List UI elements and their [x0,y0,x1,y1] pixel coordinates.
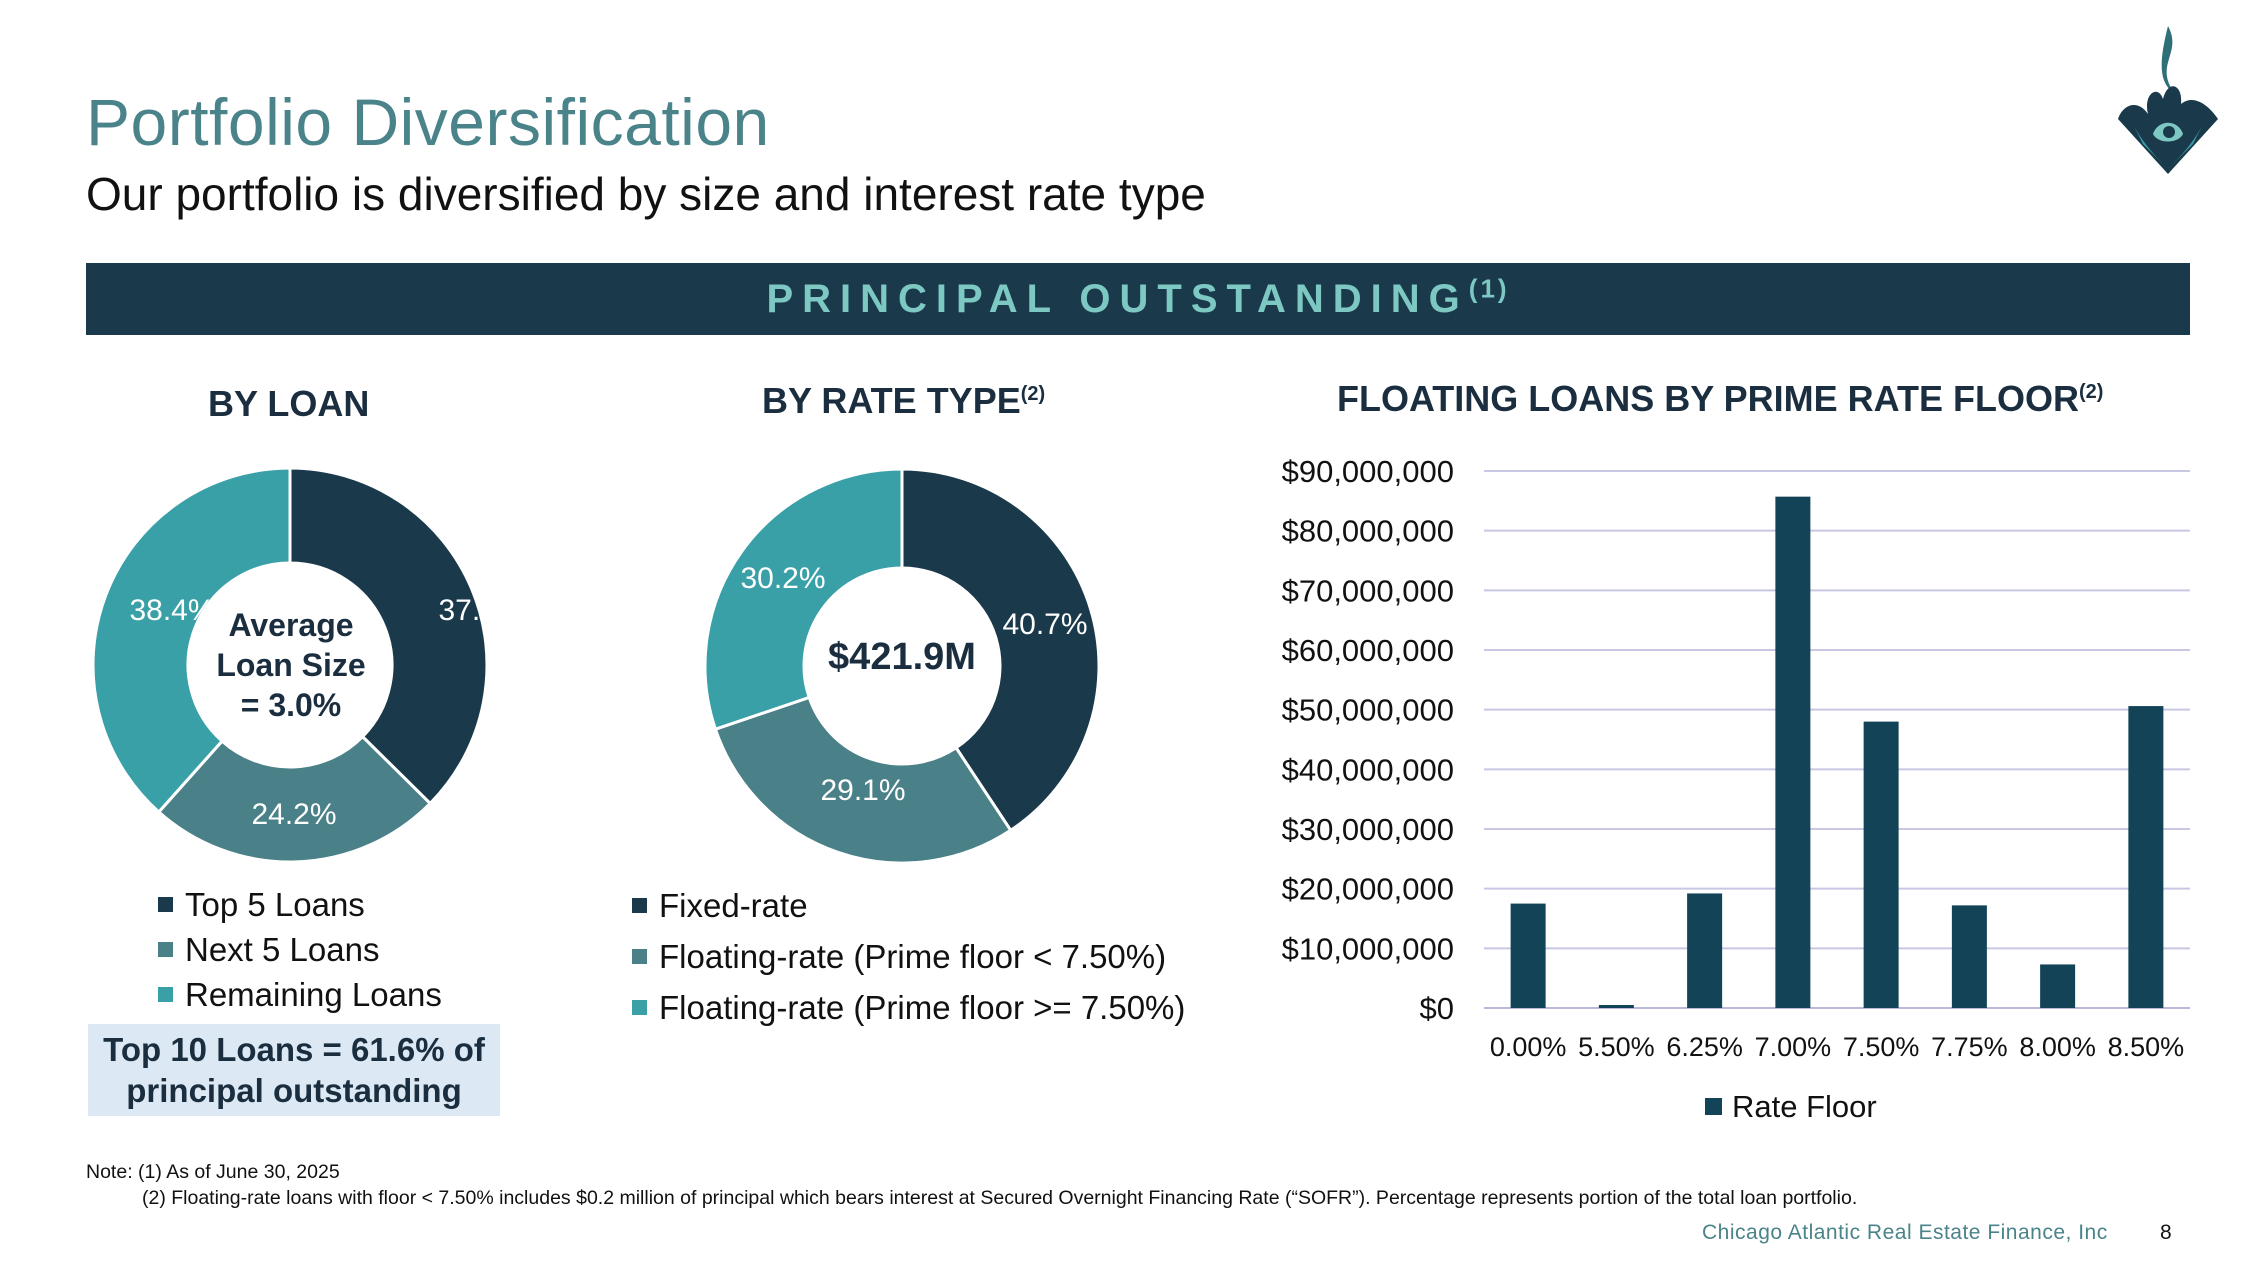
by-loan-legend: Top 5 Loans Next 5 Loans Remaining Loans [158,882,442,1017]
footnote-2: (2) Floating-rate loans with floor < 7.5… [142,1187,1858,1209]
bar [1951,905,1987,1008]
by-rate-legend: Fixed-rate Floating-rate (Prime floor < … [632,880,1185,1033]
legend-label: Floating-rate (Prime floor >= 7.50%) [659,988,1186,1026]
by-rate-title: BY RATE TYPE(2) [762,380,1045,422]
bar [2040,964,2076,1008]
y-tick-label: $40,000,000 [1282,752,1454,787]
floor-chart-title: FLOATING LOANS BY PRIME RATE FLOOR(2) [1337,378,2103,420]
legend-label: Next 5 Loans [185,930,380,968]
legend-label: Top 5 Loans [185,885,365,923]
legend-swatch [158,897,173,912]
legend-item: Remaining Loans [158,972,442,1017]
donut-value-label: 30.2% [740,562,825,595]
x-tick-label: 8.00% [2019,1032,2096,1062]
legend-swatch [632,949,647,964]
by-loan-donut-chart: 37.4% 24.2% 38.4% Average Loan Size = 3.0% [91,466,520,864]
page-number: 8 [2160,1221,2172,1244]
y-tick-label: $80,000,000 [1282,514,1454,549]
banner-text: PRINCIPAL OUTSTANDING(1) [766,273,1510,321]
donut-slice [288,466,489,806]
donut-value-label: 29.1% [820,774,905,807]
donut-value-label: 38.4% [129,594,214,627]
floor-chart-title-text: FLOATING LOANS BY PRIME RATE FLOOR [1337,378,2079,419]
donut-value-label: 37.4% [438,594,520,627]
footer-company: Chicago Atlantic Real Estate Finance, In… [1702,1221,2108,1244]
footnote-1: Note: (1) As of June 30, 2025 [86,1161,340,1183]
donut-value-label: 24.2% [251,798,336,831]
y-tick-label: $10,000,000 [1282,931,1454,966]
legend-swatch [632,1000,647,1015]
footnotes: Note: (1) As of June 30, 2025 (2) Floati… [86,1159,1857,1211]
banner-label: PRINCIPAL OUTSTANDING [766,277,1469,321]
y-tick-label: $50,000,000 [1282,693,1454,728]
y-tick-label: $90,000,000 [1282,454,1454,489]
flame-logo-icon [2118,26,2218,174]
page-subtitle: Our portfolio is diversified by size and… [86,168,1206,220]
page-title: Portfolio Diversification [86,85,770,159]
legend-item: Fixed-rate [632,880,1185,931]
floor-chart-title-footnote: (2) [2079,381,2104,403]
legend-item: Next 5 Loans [158,927,442,972]
by-rate-title-footnote: (2) [1020,383,1046,405]
floor-bar-chart: $0 $10,000,000 $20,000,000 $30,000,000 $40,0… [1282,454,2190,1124]
x-tick-label: 7.00% [1755,1032,1832,1062]
x-tick-label: 7.75% [1931,1032,2008,1062]
legend-item: Floating-rate (Prime floor < 7.50%) [632,931,1185,982]
donut-slice [900,467,1101,833]
bar [1775,496,1811,1008]
legend-swatch [1705,1098,1722,1115]
banner-footnote: (1) [1468,273,1510,304]
legend-label: Fixed-rate [659,886,808,924]
donut2-center-total: $421.9M [828,636,976,678]
bar [1598,1005,1634,1008]
callout-line1: Top 10 Loans = 61.6% of [103,1030,485,1068]
y-tick-label: $60,000,000 [1282,633,1454,668]
by-rate-title-text: BY RATE TYPE [762,380,1021,421]
bar [1687,893,1723,1008]
legend-swatch [158,987,173,1002]
donut-slice [91,466,292,815]
x-tick-label: 5.50% [1578,1032,1655,1062]
legend-item: Top 5 Loans [158,882,442,927]
bar [1510,903,1546,1008]
x-tick-label: 8.50% [2108,1032,2185,1062]
bar [2128,706,2164,1008]
x-tick-label: 7.50% [1843,1032,1920,1062]
callout-line2: principal outstanding [126,1072,462,1109]
legend-swatch [158,942,173,957]
y-tick-label: $20,000,000 [1282,872,1454,907]
donut-slice [703,467,904,732]
donut1-center-line1: Average [228,607,353,643]
section-banner: PRINCIPAL OUTSTANDING(1) [86,263,2190,335]
bar [1863,721,1899,1008]
donut-slice [156,734,433,864]
top-loans-callout: Top 10 Loans = 61.6% of principal outstan… [88,1024,500,1116]
legend-label: Floating-rate (Prime floor < 7.50%) [659,937,1167,975]
y-tick-label: $30,000,000 [1282,812,1454,847]
by-loan-title: BY LOAN [208,383,370,424]
y-tick-label: $0 [1420,991,1454,1026]
by-rate-donut-chart: 40.7% 29.1% 30.2% $421.9M [703,467,1101,865]
donut-slice [713,695,1013,865]
legend-swatch [632,898,647,913]
donut-value-label: 40.7% [1002,608,1087,641]
y-tick-label: $70,000,000 [1282,573,1454,608]
x-tick-label: 6.25% [1666,1032,1743,1062]
donut1-center-line3: = 3.0% [241,687,342,723]
legend-label: Rate Floor [1732,1089,1877,1124]
legend-label: Remaining Loans [185,975,442,1013]
legend-item: Floating-rate (Prime floor >= 7.50%) [632,982,1185,1033]
x-tick-label: 0.00% [1490,1032,1567,1062]
donut1-center-line2: Loan Size [216,647,365,683]
